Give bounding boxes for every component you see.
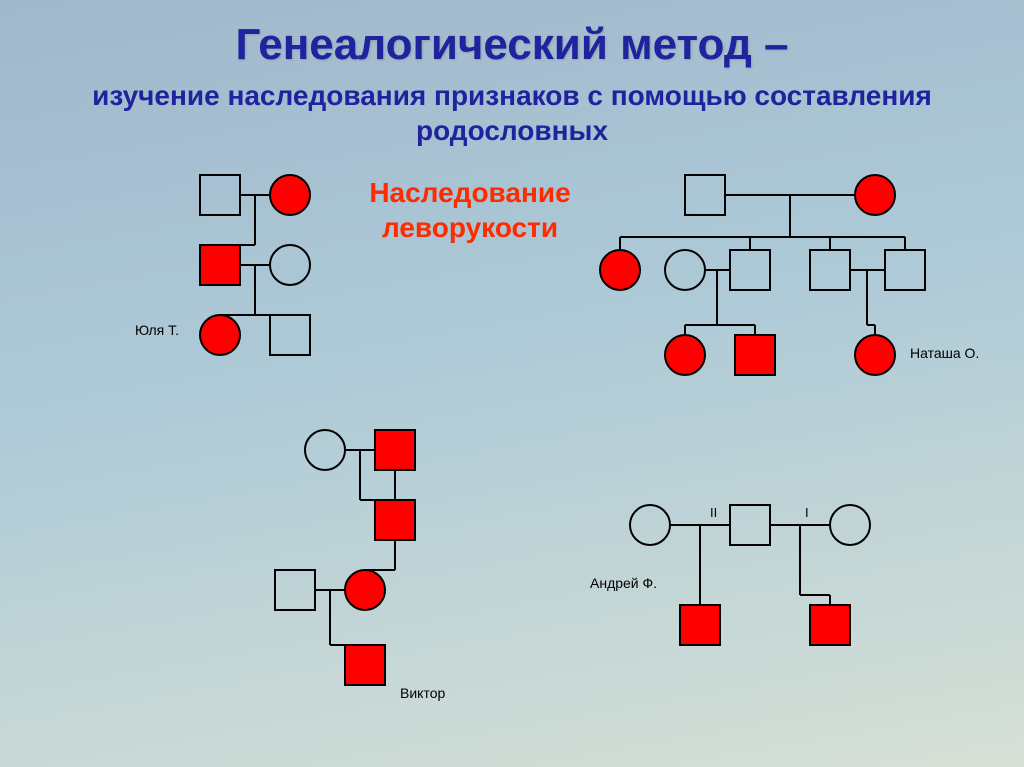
male-affected-node (375, 500, 415, 540)
heading-line-1: Наследование (369, 177, 570, 208)
male-affected-node (345, 645, 385, 685)
male-unaffected-node (810, 250, 850, 290)
male-affected-node (735, 335, 775, 375)
male-affected-node (200, 245, 240, 285)
page-title: Генеалогический метод – (0, 20, 1024, 70)
male-unaffected-node (730, 505, 770, 545)
female-unaffected-node (830, 505, 870, 545)
female-affected-node (200, 315, 240, 355)
male-unaffected-node (270, 315, 310, 355)
female-affected-node (345, 570, 385, 610)
male-unaffected-node (685, 175, 725, 215)
section-heading: Наследование леворукости (340, 175, 600, 245)
pedigree-victor (265, 420, 505, 720)
female-unaffected-node (270, 245, 310, 285)
pedigree-julia (150, 165, 370, 385)
page-subtitle: изучение наследования признаков с помощь… (0, 78, 1024, 148)
female-unaffected-node (305, 430, 345, 470)
male-affected-node (680, 605, 720, 645)
male-unaffected-node (885, 250, 925, 290)
pedigree-natasha (575, 165, 975, 425)
female-unaffected-node (630, 505, 670, 545)
male-affected-node (375, 430, 415, 470)
female-affected-node (855, 175, 895, 215)
female-affected-node (855, 335, 895, 375)
male-unaffected-node (730, 250, 770, 290)
pedigree-andrey: III (600, 495, 940, 715)
svg-text:II: II (710, 505, 717, 520)
male-unaffected-node (275, 570, 315, 610)
heading-line-2: леворукости (382, 212, 558, 243)
female-affected-node (270, 175, 310, 215)
male-unaffected-node (200, 175, 240, 215)
female-unaffected-node (665, 250, 705, 290)
female-affected-node (665, 335, 705, 375)
svg-text:I: I (805, 505, 809, 520)
male-affected-node (810, 605, 850, 645)
female-affected-node (600, 250, 640, 290)
